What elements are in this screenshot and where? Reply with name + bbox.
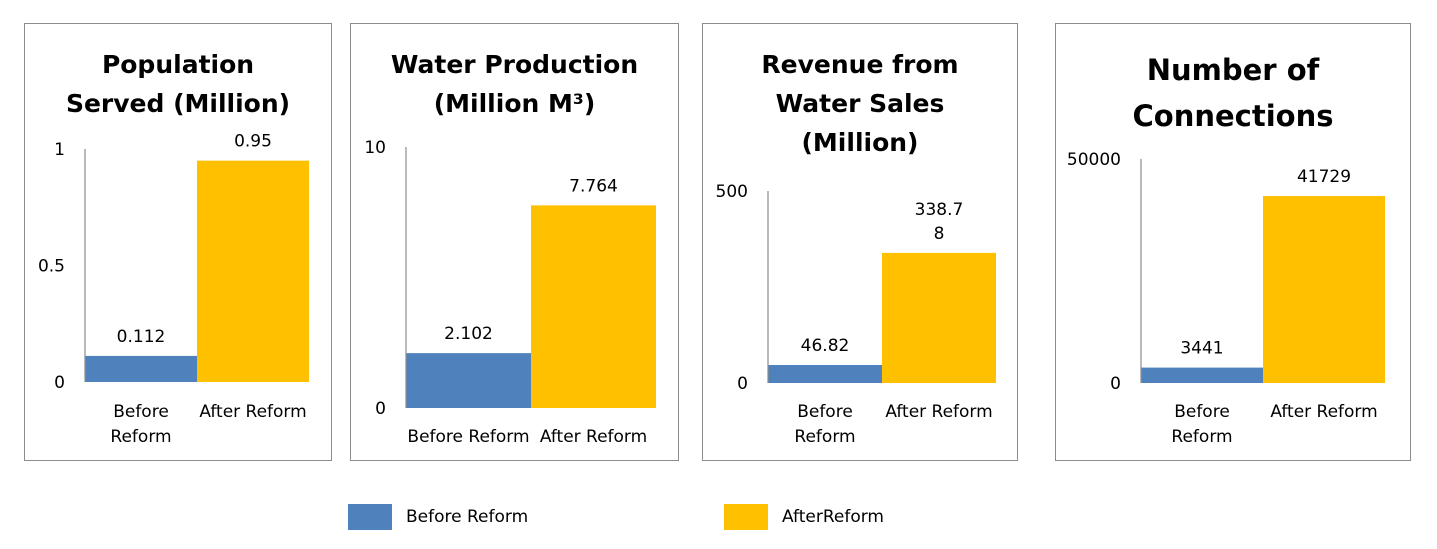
y-tick-label: 0 bbox=[375, 399, 386, 419]
category-label: Reform bbox=[794, 427, 855, 447]
y-tick-label: 500 bbox=[716, 182, 748, 202]
category-label: Reform bbox=[1171, 427, 1232, 447]
legend-swatch-after bbox=[724, 504, 768, 530]
data-label: 46.82 bbox=[801, 336, 850, 356]
data-label: 3441 bbox=[1180, 339, 1223, 359]
data-label: 0.112 bbox=[117, 327, 166, 347]
y-tick-label: 0.5 bbox=[38, 257, 65, 277]
chart-title: Water Production (Million M³) bbox=[351, 45, 678, 123]
data-label: 338.7 bbox=[915, 200, 964, 220]
chart-panel-2: Water Production (Million M³) 2.102 Before … bbox=[350, 23, 679, 461]
category-label: After Reform bbox=[1270, 402, 1377, 422]
chart-title-line: Served (Million) bbox=[65, 89, 291, 118]
chart-plot: 46.82 Before Reform 338.7 8 After Reform 0 500 bbox=[716, 182, 996, 447]
chart-title-line: Connections bbox=[1132, 99, 1334, 133]
chart-plot: 3441 Before Reform 41729 After Reform 0 50000 bbox=[1067, 150, 1385, 447]
chart-title-line: Revenue from bbox=[761, 50, 959, 79]
data-label: 8 bbox=[934, 224, 945, 244]
bar-after-reform bbox=[882, 252, 996, 383]
chart-panel-1: Population Served (Million) 0.112 Before Ref… bbox=[24, 23, 332, 461]
y-tick-label: 0 bbox=[1110, 374, 1121, 394]
chart-panel-4: Number of Connections 3441 Before Reform 4172… bbox=[1055, 23, 1411, 461]
chart-title-line: Water Production bbox=[390, 50, 639, 79]
chart-title-line: (Million M³) bbox=[433, 89, 596, 118]
chart-plot: 2.102 Before Reform 7.764 After Reform 0 10 bbox=[364, 138, 656, 447]
chart-title: Population Served (Million) bbox=[25, 45, 331, 123]
category-label: Reform bbox=[110, 427, 171, 447]
category-label: After Reform bbox=[885, 402, 992, 422]
legend-label-after: AfterReform bbox=[782, 507, 884, 527]
bar-after-reform bbox=[531, 205, 656, 408]
y-tick-label: 0 bbox=[737, 374, 748, 394]
data-label: 41729 bbox=[1297, 167, 1351, 187]
bar-before-reform bbox=[1141, 367, 1263, 383]
chart-title-line: (Million) bbox=[801, 128, 919, 157]
category-label: After Reform bbox=[540, 427, 647, 447]
y-tick-label: 1 bbox=[54, 140, 65, 160]
y-tick-label: 0 bbox=[54, 373, 65, 393]
chart-title-line: Population bbox=[101, 50, 255, 79]
chart-panel-3: Revenue from Water Sales (Million) 46.82 Bef… bbox=[702, 23, 1018, 461]
category-label: Before bbox=[1174, 402, 1230, 422]
chart-plot: 0.112 Before Reform 0.95 After Reform 0 0.5 1 bbox=[38, 132, 309, 447]
bar-before-reform bbox=[85, 355, 197, 382]
legend-item-before: Before Reform bbox=[348, 503, 528, 531]
chart-title-line: Water Sales bbox=[775, 89, 945, 118]
bar-before-reform bbox=[768, 365, 882, 383]
legend-label-before: Before Reform bbox=[406, 507, 529, 527]
category-label: Before bbox=[797, 402, 853, 422]
y-tick-label: 50000 bbox=[1067, 150, 1121, 170]
legend-item-after: AfterReform bbox=[724, 503, 884, 531]
y-tick-label: 10 bbox=[364, 138, 386, 158]
data-label: 7.764 bbox=[569, 176, 618, 196]
category-label: Before bbox=[113, 402, 169, 422]
chart-title: Number of Connections bbox=[1056, 47, 1410, 139]
category-label: After Reform bbox=[199, 402, 306, 422]
category-label: Before Reform bbox=[407, 427, 529, 447]
bar-before-reform bbox=[406, 353, 531, 408]
bar-after-reform bbox=[1263, 196, 1385, 383]
data-label: 2.102 bbox=[444, 324, 493, 344]
legend-swatch-before bbox=[348, 504, 392, 530]
data-label: 0.95 bbox=[234, 132, 272, 152]
legend: Before Reform AfterReform bbox=[0, 503, 1437, 531]
chart-title-line: Number of bbox=[1146, 53, 1320, 87]
chart-title: Revenue from Water Sales (Million) bbox=[703, 45, 1017, 162]
bar-after-reform bbox=[197, 160, 309, 382]
